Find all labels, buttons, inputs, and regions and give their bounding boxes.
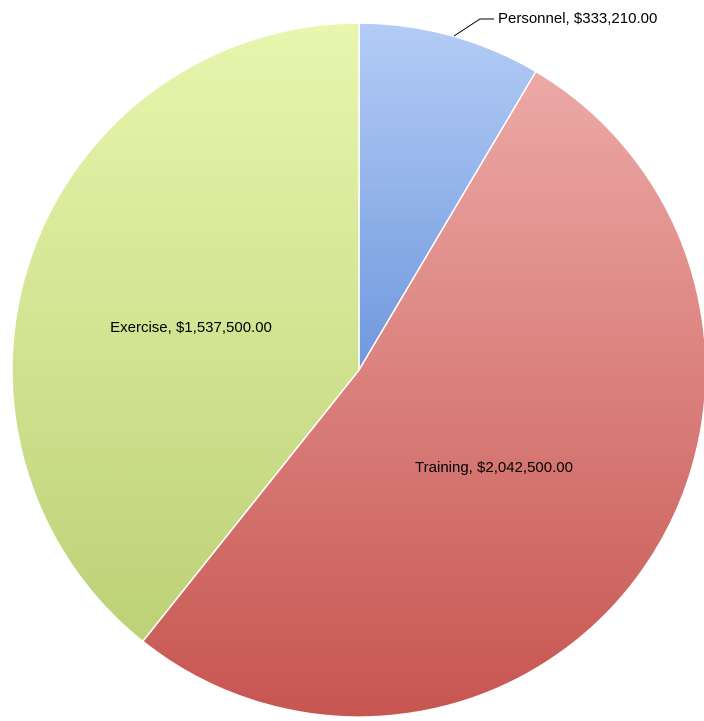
pie-slice-personnel — [358, 22, 537, 373]
slice-label-exercise: Exercise, $1,537,500.00 — [110, 319, 272, 336]
slice-label-personnel: Personnel, $333,210.00 — [498, 10, 657, 27]
pie-slices — [11, 22, 704, 718]
personnel-leader-line — [453, 18, 494, 37]
pie-slice-exercise — [11, 22, 360, 643]
slice-label-training: Training, $2,042,500.00 — [415, 459, 573, 476]
pie-slice-training — [141, 70, 704, 718]
